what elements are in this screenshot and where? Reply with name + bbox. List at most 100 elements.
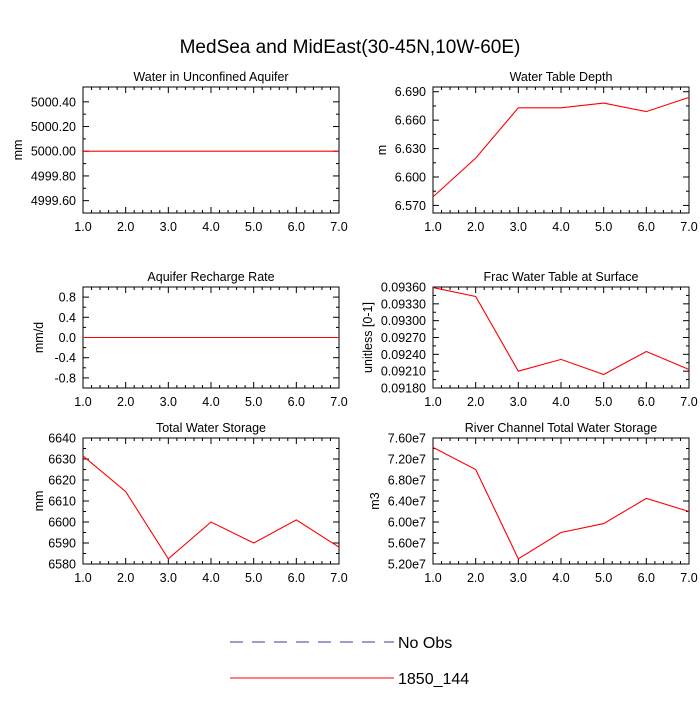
y-axis-label: m3 — [368, 492, 382, 509]
x-tick-label: 3.0 — [510, 220, 527, 234]
x-tick-label: 3.0 — [160, 220, 177, 234]
x-tick-label: 5.0 — [245, 220, 262, 234]
plot-frame — [432, 86, 690, 214]
legend-label: No Obs — [398, 635, 452, 652]
y-tick-label: 6580 — [48, 558, 76, 572]
series-line — [432, 96, 690, 198]
x-tick-label: 4.0 — [202, 571, 219, 585]
y-tick-label: 6.00e7 — [388, 516, 426, 530]
plot-frame — [82, 86, 340, 214]
y-axis-label: mm — [11, 140, 25, 161]
panel-1: Water in Unconfined Aquifer 5000.40 5000.2… — [11, 70, 348, 234]
legend: No Obs 1850_144 — [230, 635, 469, 688]
x-tick-label: 1.0 — [74, 395, 91, 409]
y-tick-label: 5.60e7 — [388, 537, 426, 551]
x-tick-label: 7.0 — [680, 220, 697, 234]
y-tick-label: 6.660 — [395, 114, 426, 128]
x-tick-label: 6.0 — [288, 220, 305, 234]
y-tick-label: 0.09300 — [381, 314, 426, 328]
panel-3: Aquifer Recharge Rate 0.8 0.4 0.0 -0.4 -0.8 1.… — [32, 270, 348, 409]
y-tick-label: 6610 — [48, 495, 76, 509]
figure-title: MedSea and MidEast(30-45N,10W-60E) — [180, 37, 521, 58]
y-tick-label: 0.09240 — [381, 348, 426, 362]
panel-2: Water Table Depth 6.690 6.660 6.630 6.600 6.5… — [375, 70, 698, 234]
y-tick-label: 0.09330 — [381, 297, 426, 311]
x-tick-label: 3.0 — [160, 571, 177, 585]
series-line — [82, 455, 340, 560]
y-tick-label: 0.8 — [59, 291, 76, 305]
x-tick-label: 7.0 — [680, 571, 697, 585]
x-tick-label: 5.0 — [595, 395, 612, 409]
y-tick-label: 6590 — [48, 537, 76, 551]
y-axis-label: mm — [32, 491, 46, 512]
x-tick-label: 1.0 — [424, 220, 441, 234]
x-tick-label: 4.0 — [202, 395, 219, 409]
panel-title: Water Table Depth — [510, 70, 613, 84]
x-tick-label: 6.0 — [288, 395, 305, 409]
y-tick-label: 6.570 — [395, 199, 426, 213]
y-tick-label: 6600 — [48, 516, 76, 530]
x-tick-label: 3.0 — [510, 571, 527, 585]
y-tick-label: 5.20e7 — [388, 558, 426, 572]
x-tick-label: 2.0 — [117, 571, 134, 585]
y-tick-label: 0.4 — [59, 311, 76, 325]
y-tick-label: 6.690 — [395, 85, 426, 99]
y-tick-label: 6.40e7 — [388, 495, 426, 509]
x-tick-label: 2.0 — [117, 395, 134, 409]
plot-frame — [82, 437, 340, 565]
y-tick-label: 0.09210 — [381, 365, 426, 379]
y-axis-label: unitless [0-1] — [361, 302, 375, 373]
y-tick-label: 6620 — [48, 474, 76, 488]
panel-6: River Channel Total Water Storage 7.60e7 7… — [368, 421, 698, 585]
panel-title: Water in Unconfined Aquifer — [133, 70, 288, 84]
y-tick-label: 0.09180 — [381, 382, 426, 396]
x-tick-label: 4.0 — [552, 571, 569, 585]
panel-title: Aquifer Recharge Rate — [147, 270, 274, 284]
panel-title: Total Water Storage — [156, 421, 266, 435]
y-tick-label: 5000.40 — [31, 95, 76, 109]
x-tick-label: 5.0 — [245, 395, 262, 409]
legend-label: 1850_144 — [398, 671, 469, 688]
x-tick-label: 1.0 — [424, 395, 441, 409]
y-tick-label: 5000.20 — [31, 120, 76, 134]
y-tick-label: 4999.60 — [31, 194, 76, 208]
y-tick-label: 6630 — [48, 453, 76, 467]
x-tick-label: 2.0 — [117, 220, 134, 234]
y-tick-label: 4999.80 — [31, 169, 76, 183]
plot-frame — [432, 286, 690, 389]
panel-title: Frac Water Table at Surface — [484, 270, 639, 284]
x-tick-label: 2.0 — [467, 220, 484, 234]
x-tick-label: 4.0 — [552, 395, 569, 409]
y-tick-label: 6.80e7 — [388, 474, 426, 488]
y-tick-label: 0.0 — [59, 331, 76, 345]
panels: Water in Unconfined Aquifer 5000.40 5000.2… — [11, 70, 698, 585]
y-tick-label: 6.600 — [395, 171, 426, 185]
x-tick-label: 6.0 — [638, 220, 655, 234]
y-tick-label: 7.20e7 — [388, 453, 426, 467]
x-tick-label: 2.0 — [467, 395, 484, 409]
x-tick-label: 7.0 — [330, 571, 347, 585]
y-tick-label: 5000.00 — [31, 145, 76, 159]
x-tick-label: 7.0 — [330, 395, 347, 409]
x-tick-label: 6.0 — [288, 571, 305, 585]
x-tick-label: 5.0 — [595, 571, 612, 585]
x-tick-label: 7.0 — [680, 395, 697, 409]
y-axis-label: mm/d — [32, 322, 46, 353]
x-tick-label: 4.0 — [552, 220, 569, 234]
series-line — [432, 446, 690, 560]
x-tick-label: 6.0 — [638, 571, 655, 585]
y-tick-label: 0.09270 — [381, 331, 426, 345]
x-tick-label: 5.0 — [595, 220, 612, 234]
y-tick-label: -0.8 — [54, 371, 76, 385]
panel-title: River Channel Total Water Storage — [465, 421, 658, 435]
x-tick-label: 5.0 — [245, 571, 262, 585]
series-line — [432, 287, 690, 376]
plot-frame — [432, 437, 690, 565]
x-tick-label: 1.0 — [74, 571, 91, 585]
panel-4: Frac Water Table at Surface 0.09360 0.0933… — [361, 270, 698, 409]
y-tick-label: -0.4 — [54, 351, 76, 365]
panel-5: Total Water Storage 6640 6630 6620 6610 6600 6… — [32, 421, 348, 585]
y-tick-label: 6.630 — [395, 142, 426, 156]
